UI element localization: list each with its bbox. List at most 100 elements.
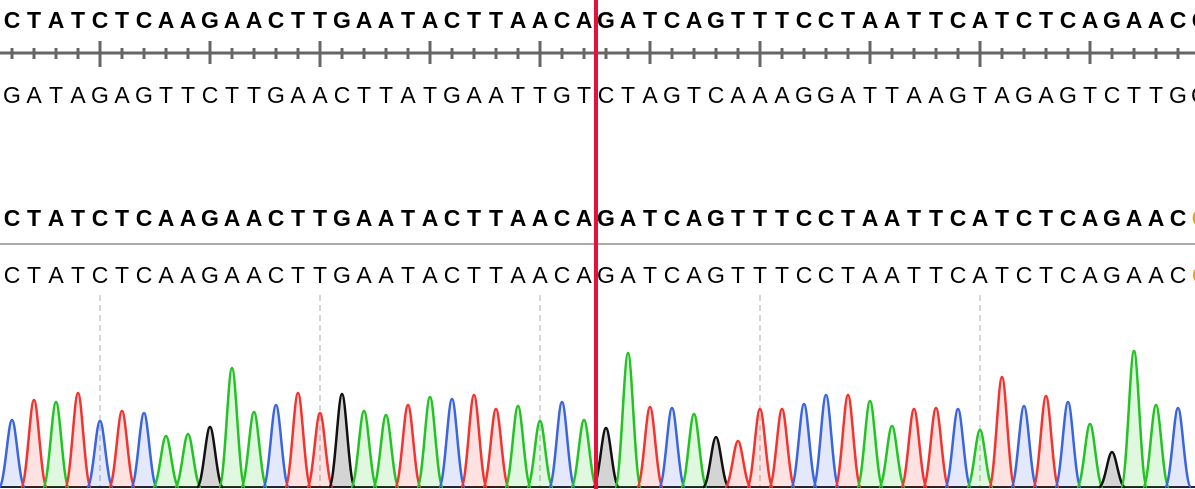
base-letter[interactable]: A <box>752 82 768 108</box>
base-letter[interactable]: C <box>1103 82 1121 108</box>
base-letter[interactable]: C <box>1169 205 1187 231</box>
base-letter[interactable]: C <box>817 205 835 231</box>
base-letter[interactable]: G <box>201 262 219 288</box>
base-letter[interactable]: C <box>1015 7 1033 33</box>
base-letter[interactable]: A <box>179 205 197 231</box>
base-letter[interactable]: T <box>180 82 196 108</box>
base-letter[interactable]: G <box>707 205 725 231</box>
base-letter[interactable]: G <box>443 82 461 108</box>
base-letter[interactable]: T <box>26 262 42 288</box>
base-letter[interactable]: A <box>179 7 197 33</box>
base-letter[interactable]: A <box>685 7 703 33</box>
base-letter[interactable]: A <box>1147 7 1165 33</box>
base-letter[interactable]: A <box>774 82 790 108</box>
base-letter[interactable]: A <box>312 82 328 108</box>
base-letter[interactable]: A <box>377 7 395 33</box>
base-letter[interactable]: A <box>114 82 130 108</box>
base-letter[interactable]: A <box>223 7 241 33</box>
base-letter[interactable]: T <box>840 205 856 231</box>
base-letter[interactable]: T <box>906 205 922 231</box>
base-letter[interactable]: C <box>949 205 967 231</box>
base-letter[interactable]: A <box>510 262 526 288</box>
base-letter[interactable]: C <box>91 205 109 231</box>
base-letter[interactable]: G <box>3 82 21 108</box>
base-letter[interactable]: T <box>312 262 328 288</box>
base-letter[interactable]: G <box>597 262 615 288</box>
base-letter[interactable]: A <box>48 262 64 288</box>
base-letter[interactable]: G <box>1103 262 1121 288</box>
base-letter[interactable]: C <box>333 82 351 108</box>
base-letter[interactable]: G <box>1015 82 1033 108</box>
base-letter[interactable]: T <box>312 205 328 231</box>
base-letter[interactable]: A <box>224 262 240 288</box>
base-letter[interactable]: T <box>994 7 1010 33</box>
base-letter[interactable]: G <box>663 82 681 108</box>
cursor-line[interactable] <box>594 0 598 489</box>
base-letter[interactable]: T <box>774 7 790 33</box>
base-letter[interactable]: T <box>1038 205 1054 231</box>
base-letter[interactable]: A <box>531 205 549 231</box>
base-letter[interactable]: C <box>91 7 109 33</box>
base-letter[interactable]: A <box>377 205 395 231</box>
base-letter[interactable]: T <box>752 262 768 288</box>
base-letter[interactable]: A <box>466 82 482 108</box>
base-letter[interactable]: G <box>201 205 219 231</box>
base-letter[interactable]: C <box>443 262 461 288</box>
base-letter[interactable]: T <box>224 82 240 108</box>
base-letter[interactable]: C <box>1059 262 1077 288</box>
base-letter[interactable]: A <box>1081 205 1099 231</box>
base-letter[interactable]: A <box>1148 262 1164 288</box>
base-letter[interactable]: A <box>642 82 658 108</box>
base-letter[interactable]: A <box>971 205 989 231</box>
base-letter[interactable]: T <box>840 262 856 288</box>
base-letter[interactable]: T <box>1148 82 1164 108</box>
base-letter[interactable]: A <box>971 7 989 33</box>
base-letter[interactable]: A <box>883 205 901 231</box>
base-letter[interactable]: C <box>817 7 835 33</box>
base-letter[interactable]: C <box>3 262 21 288</box>
base-letter[interactable]: A <box>862 262 878 288</box>
base-letter[interactable]: T <box>752 205 768 231</box>
base-letter[interactable]: C <box>135 262 153 288</box>
base-letter[interactable]: T <box>642 205 658 231</box>
base-letter[interactable]: A <box>1082 262 1098 288</box>
base-letter[interactable]: C <box>949 262 967 288</box>
base-letter[interactable]: T <box>114 7 130 33</box>
base-letter[interactable]: C <box>201 82 219 108</box>
base-letter[interactable]: A <box>861 7 879 33</box>
base-letter[interactable]: T <box>642 262 658 288</box>
base-letter[interactable]: A <box>576 262 592 288</box>
base-letter[interactable]: C <box>949 7 967 33</box>
base-letter[interactable]: T <box>510 82 526 108</box>
base-letter[interactable]: T <box>488 7 504 33</box>
base-letter[interactable]: A <box>906 82 922 108</box>
base-letter[interactable]: G <box>817 82 835 108</box>
base-letter[interactable]: C <box>597 82 615 108</box>
base-letter[interactable]: A <box>488 82 504 108</box>
base-letter[interactable]: T <box>114 205 130 231</box>
base-letter[interactable]: A <box>994 82 1010 108</box>
base-letter[interactable]: A <box>685 205 703 231</box>
base-letter[interactable]: T <box>928 7 944 33</box>
base-letter[interactable]: A <box>245 205 263 231</box>
base-letter[interactable]: C <box>1169 7 1187 33</box>
base-letter[interactable]: C <box>267 262 285 288</box>
base-letter[interactable]: A <box>1147 205 1165 231</box>
base-letter[interactable]: G <box>201 7 219 33</box>
base-letter[interactable]: C <box>91 262 109 288</box>
base-letter[interactable]: T <box>928 205 944 231</box>
base-letter[interactable]: C <box>817 262 835 288</box>
base-letter[interactable]: G <box>1169 82 1187 108</box>
base-letter[interactable]: T <box>994 262 1010 288</box>
base-letter[interactable]: A <box>575 7 593 33</box>
base-letter[interactable]: C <box>135 205 153 231</box>
base-letter[interactable]: A <box>290 82 306 108</box>
base-letter[interactable]: T <box>884 82 900 108</box>
base-letter[interactable]: C <box>553 7 571 33</box>
base-letter[interactable]: A <box>157 205 175 231</box>
base-letter[interactable]: A <box>1125 7 1143 33</box>
base-letter[interactable]: T <box>686 82 702 108</box>
base-letter[interactable]: T <box>26 7 42 33</box>
base-letter[interactable]: T <box>774 262 790 288</box>
base-letter[interactable]: A <box>509 205 527 231</box>
